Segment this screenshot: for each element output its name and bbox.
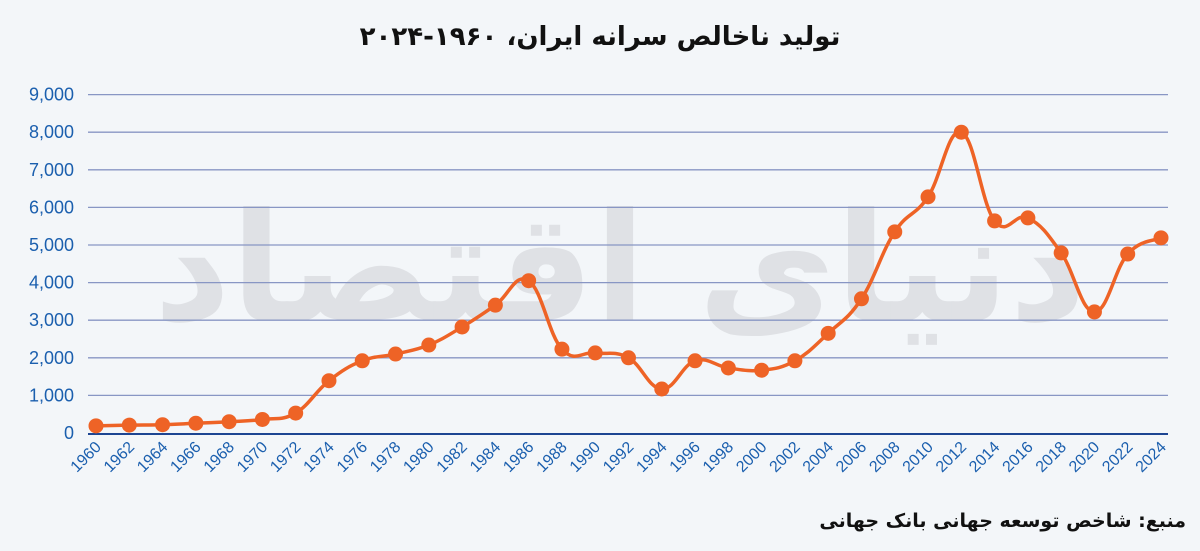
data-point-marker	[787, 353, 803, 369]
data-point-marker	[354, 353, 370, 369]
y-tick-label: 7,000	[29, 160, 74, 180]
data-point-marker	[987, 213, 1003, 229]
chart-title: تولید ناخالص سرانه ایران، ۱۹۶۰-۲۰۲۴	[359, 22, 841, 52]
x-tick-label: 1968	[201, 439, 238, 476]
data-point-marker	[587, 345, 603, 361]
x-tick-label: 2004	[800, 439, 837, 476]
data-point-marker	[221, 414, 237, 430]
x-tick-label: 2000	[733, 439, 770, 476]
x-tick-label: 1978	[367, 439, 404, 476]
x-tick-label: 2024	[1133, 439, 1170, 476]
x-tick-label: 1988	[534, 439, 571, 476]
data-point-marker	[920, 189, 936, 205]
data-point-marker	[1053, 245, 1069, 261]
x-tick-label: 2020	[1066, 439, 1103, 476]
x-tick-label: 1980	[400, 439, 437, 476]
watermark: دنیای اقتصاد	[154, 182, 1087, 356]
x-tick-label: 1962	[101, 439, 138, 476]
source-note: منبع: شاخص توسعه جهانی بانک جهانی	[819, 510, 1186, 532]
data-point-marker	[388, 346, 404, 362]
x-tick-label: 1964	[134, 439, 171, 476]
x-tick-label: 1986	[500, 439, 537, 476]
y-tick-label: 2,000	[29, 348, 74, 368]
data-point-marker	[720, 360, 736, 376]
y-tick-label: 0	[64, 423, 74, 443]
x-axis: 1960196219641966196819701972197419761978…	[68, 439, 1170, 476]
data-point-marker	[254, 411, 270, 427]
data-point-marker	[1086, 304, 1102, 320]
data-point-marker	[687, 353, 703, 369]
y-tick-label: 1,000	[29, 385, 74, 405]
x-tick-label: 2010	[900, 439, 937, 476]
data-point-marker	[1020, 210, 1036, 226]
x-tick-label: 1992	[600, 439, 637, 476]
data-point-marker	[654, 381, 670, 397]
x-tick-label: 2022	[1099, 439, 1136, 476]
x-tick-label: 2012	[933, 439, 970, 476]
y-tick-label: 4,000	[29, 273, 74, 293]
data-point-marker	[754, 362, 770, 378]
x-tick-label: 1970	[234, 439, 271, 476]
x-tick-label: 2002	[767, 439, 804, 476]
data-point-marker	[554, 341, 570, 357]
data-point-marker	[521, 273, 537, 289]
y-tick-label: 5,000	[29, 235, 74, 255]
data-point-marker	[288, 405, 304, 421]
y-tick-label: 6,000	[29, 197, 74, 217]
x-tick-label: 2006	[833, 439, 870, 476]
data-point-marker	[887, 224, 903, 240]
data-point-marker	[1120, 246, 1136, 262]
data-point-marker	[953, 124, 969, 140]
x-tick-label: 1996	[667, 439, 704, 476]
data-point-marker	[487, 297, 503, 313]
x-tick-label: 1994	[633, 439, 670, 476]
gridlines	[88, 93, 1168, 435]
data-point-marker	[421, 337, 437, 353]
data-point-marker	[155, 417, 171, 433]
data-point-marker	[621, 350, 636, 366]
x-tick-label: 2018	[1033, 439, 1070, 476]
x-tick-label: 1972	[267, 439, 304, 476]
y-tick-label: 8,000	[29, 122, 74, 142]
x-tick-label: 2014	[966, 439, 1003, 476]
x-tick-label: 2016	[1000, 439, 1037, 476]
x-tick-label: 1990	[567, 439, 604, 476]
data-point-marker	[853, 291, 869, 307]
data-markers	[88, 124, 1169, 434]
x-tick-label: 1976	[334, 439, 371, 476]
data-point-marker	[454, 319, 470, 335]
data-point-marker	[820, 325, 836, 341]
x-tick-label: 2008	[866, 439, 903, 476]
data-line	[95, 130, 1162, 428]
x-tick-label: 1982	[434, 439, 471, 476]
y-axis: 0 1,000 2,000 3,000 4,000 5,000 6,000 7,000 8,00…	[29, 85, 74, 443]
y-tick-label: 3,000	[29, 310, 74, 330]
x-tick-label: 1966	[167, 439, 204, 476]
x-tick-label: 1998	[700, 439, 737, 476]
x-tick-label: 1984	[467, 439, 504, 476]
data-point-marker	[88, 418, 104, 434]
x-tick-label: 1974	[301, 439, 338, 476]
data-point-marker	[321, 373, 337, 389]
y-tick-label: 9,000	[29, 85, 74, 105]
data-point-marker	[188, 415, 204, 431]
x-tick-label: 1960	[68, 439, 105, 476]
data-point-marker	[121, 417, 137, 433]
data-point-marker	[1153, 230, 1169, 246]
